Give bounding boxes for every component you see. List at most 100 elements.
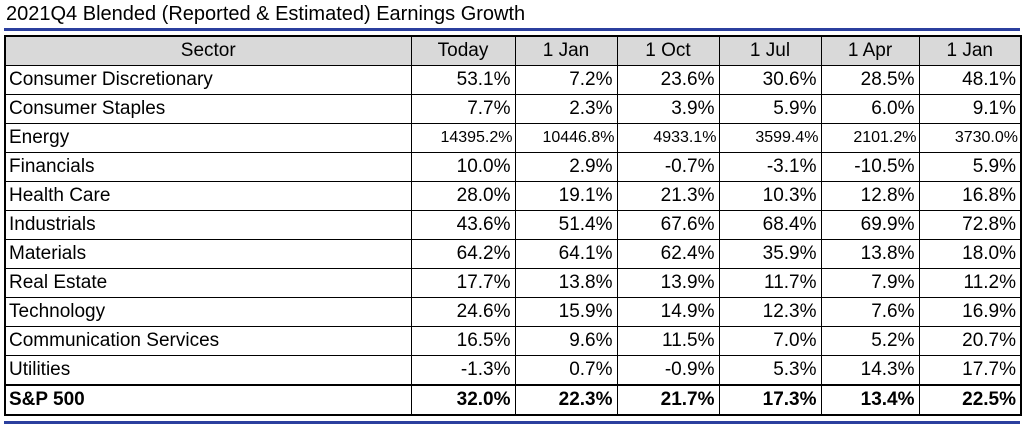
value-cell: 14395.2%	[410, 123, 516, 153]
table-row: Industrials 43.6% 51.4% 67.6% 68.4% 69.9% 72.8…	[4, 210, 1022, 240]
value-cell: 9.1%	[918, 94, 1022, 124]
value-cell: 7.2%	[514, 65, 618, 95]
value-cell: 14.3%	[820, 355, 920, 386]
value-cell: 35.9%	[718, 239, 822, 269]
table-row: Health Care 28.0% 19.1% 21.3% 10.3% 12.8% 16.8…	[4, 181, 1022, 211]
value-cell: 21.7%	[616, 384, 720, 416]
column-header-1-jan-prior: 1 Jan	[918, 35, 1022, 66]
column-header-today: Today	[410, 35, 516, 66]
table-row: Financials 10.0% 2.9% -0.7% -3.1% -10.5% 5.9%	[4, 152, 1022, 182]
table-body: Consumer Discretionary 53.1% 7.2% 23.6% 30.6…	[4, 65, 1022, 416]
sector-cell: Consumer Staples	[4, 94, 412, 124]
value-cell: 68.4%	[718, 210, 822, 240]
sector-cell: S&P 500	[4, 384, 412, 416]
value-cell: 22.5%	[918, 384, 1022, 416]
table-row: Consumer Staples 7.7% 2.3% 3.9% 5.9% 6.0% 9.1%	[4, 94, 1022, 124]
table-row: Technology 24.6% 15.9% 14.9% 12.3% 7.6% 16.9%	[4, 297, 1022, 327]
value-cell: 20.7%	[918, 326, 1022, 356]
value-cell: 7.7%	[410, 94, 516, 124]
value-cell: 24.6%	[410, 297, 516, 327]
value-cell: 10446.8%	[514, 123, 618, 153]
value-cell: 4933.1%	[616, 123, 720, 153]
value-cell: 13.8%	[820, 239, 920, 269]
value-cell: 2.3%	[514, 94, 618, 124]
value-cell: 7.9%	[820, 268, 920, 298]
value-cell: 67.6%	[616, 210, 720, 240]
sector-cell: Energy	[4, 123, 412, 153]
value-cell: 72.8%	[918, 210, 1022, 240]
value-cell: 13.8%	[514, 268, 618, 298]
table-row: Communication Services 16.5% 9.6% 11.5% 7.0%…	[4, 326, 1022, 356]
table-row: Real Estate 17.7% 13.8% 13.9% 11.7% 7.9% 11.2%	[4, 268, 1022, 298]
value-cell: 3.9%	[616, 94, 720, 124]
value-cell: 0.7%	[514, 355, 618, 386]
column-header-1-apr: 1 Apr	[820, 35, 920, 66]
value-cell: 64.2%	[410, 239, 516, 269]
value-cell: 7.6%	[820, 297, 920, 327]
value-cell: 5.9%	[718, 94, 822, 124]
table-row: Consumer Discretionary 53.1% 7.2% 23.6% 30.6…	[4, 65, 1022, 95]
value-cell: 5.9%	[918, 152, 1022, 182]
value-cell: 13.4%	[820, 384, 920, 416]
sector-cell: Consumer Discretionary	[4, 65, 412, 95]
value-cell: 12.3%	[718, 297, 822, 327]
sector-cell: Utilities	[4, 355, 412, 386]
value-cell: 17.3%	[718, 384, 822, 416]
value-cell: 11.2%	[918, 268, 1022, 298]
sector-cell: Health Care	[4, 181, 412, 211]
sector-cell: Financials	[4, 152, 412, 182]
value-cell: 43.6%	[410, 210, 516, 240]
value-cell: 16.5%	[410, 326, 516, 356]
value-cell: 48.1%	[918, 65, 1022, 95]
value-cell: 10.3%	[718, 181, 822, 211]
header-row: Sector Today 1 Jan 1 Oct 1 Jul 1 Apr 1 J…	[4, 35, 1022, 66]
value-cell: 2101.2%	[820, 123, 920, 153]
value-cell: 14.9%	[616, 297, 720, 327]
value-cell: 15.9%	[514, 297, 618, 327]
value-cell: 6.0%	[820, 94, 920, 124]
table-row: Utilities -1.3% 0.7% -0.9% 5.3% 14.3% 17.7%	[4, 355, 1022, 386]
value-cell: -0.7%	[616, 152, 720, 182]
value-cell: 51.4%	[514, 210, 618, 240]
value-cell: 11.5%	[616, 326, 720, 356]
value-cell: 32.0%	[410, 384, 516, 416]
value-cell: 53.1%	[410, 65, 516, 95]
value-cell: 17.7%	[918, 355, 1022, 386]
value-cell: 22.3%	[514, 384, 618, 416]
value-cell: -1.3%	[410, 355, 516, 386]
sector-cell: Communication Services	[4, 326, 412, 356]
sector-cell: Materials	[4, 239, 412, 269]
value-cell: 11.7%	[718, 268, 822, 298]
value-cell: 12.8%	[820, 181, 920, 211]
bottom-rule	[4, 421, 1020, 424]
value-cell: 21.3%	[616, 181, 720, 211]
value-cell: 18.0%	[918, 239, 1022, 269]
sector-cell: Industrials	[4, 210, 412, 240]
value-cell: 28.5%	[820, 65, 920, 95]
value-cell: 7.0%	[718, 326, 822, 356]
value-cell: 13.9%	[616, 268, 720, 298]
value-cell: 9.6%	[514, 326, 618, 356]
value-cell: -0.9%	[616, 355, 720, 386]
value-cell: 64.1%	[514, 239, 618, 269]
value-cell: 5.3%	[718, 355, 822, 386]
value-cell: 10.0%	[410, 152, 516, 182]
title-underline	[4, 28, 1020, 31]
column-header-1-oct: 1 Oct	[616, 35, 720, 66]
value-cell: 5.2%	[820, 326, 920, 356]
total-row: S&P 500 32.0% 22.3% 21.7% 17.3% 13.4% 22.5%	[4, 384, 1022, 416]
table-row: Materials 64.2% 64.1% 62.4% 35.9% 13.8% 18.0%	[4, 239, 1022, 269]
value-cell: 17.7%	[410, 268, 516, 298]
value-cell: 28.0%	[410, 181, 516, 211]
earnings-growth-table: Sector Today 1 Jan 1 Oct 1 Jul 1 Apr 1 J…	[4, 35, 1022, 416]
value-cell: 3730.0%	[918, 123, 1022, 153]
sector-cell: Real Estate	[4, 268, 412, 298]
table-row: Energy 14395.2% 10446.8% 4933.1% 3599.4% 2101…	[4, 123, 1022, 153]
value-cell: 69.9%	[820, 210, 920, 240]
value-cell: 16.9%	[918, 297, 1022, 327]
value-cell: -10.5%	[820, 152, 920, 182]
column-header-sector: Sector	[4, 35, 412, 66]
value-cell: 19.1%	[514, 181, 618, 211]
sector-cell: Technology	[4, 297, 412, 327]
page-title: 2021Q4 Blended (Reported & Estimated) Ea…	[6, 3, 526, 25]
